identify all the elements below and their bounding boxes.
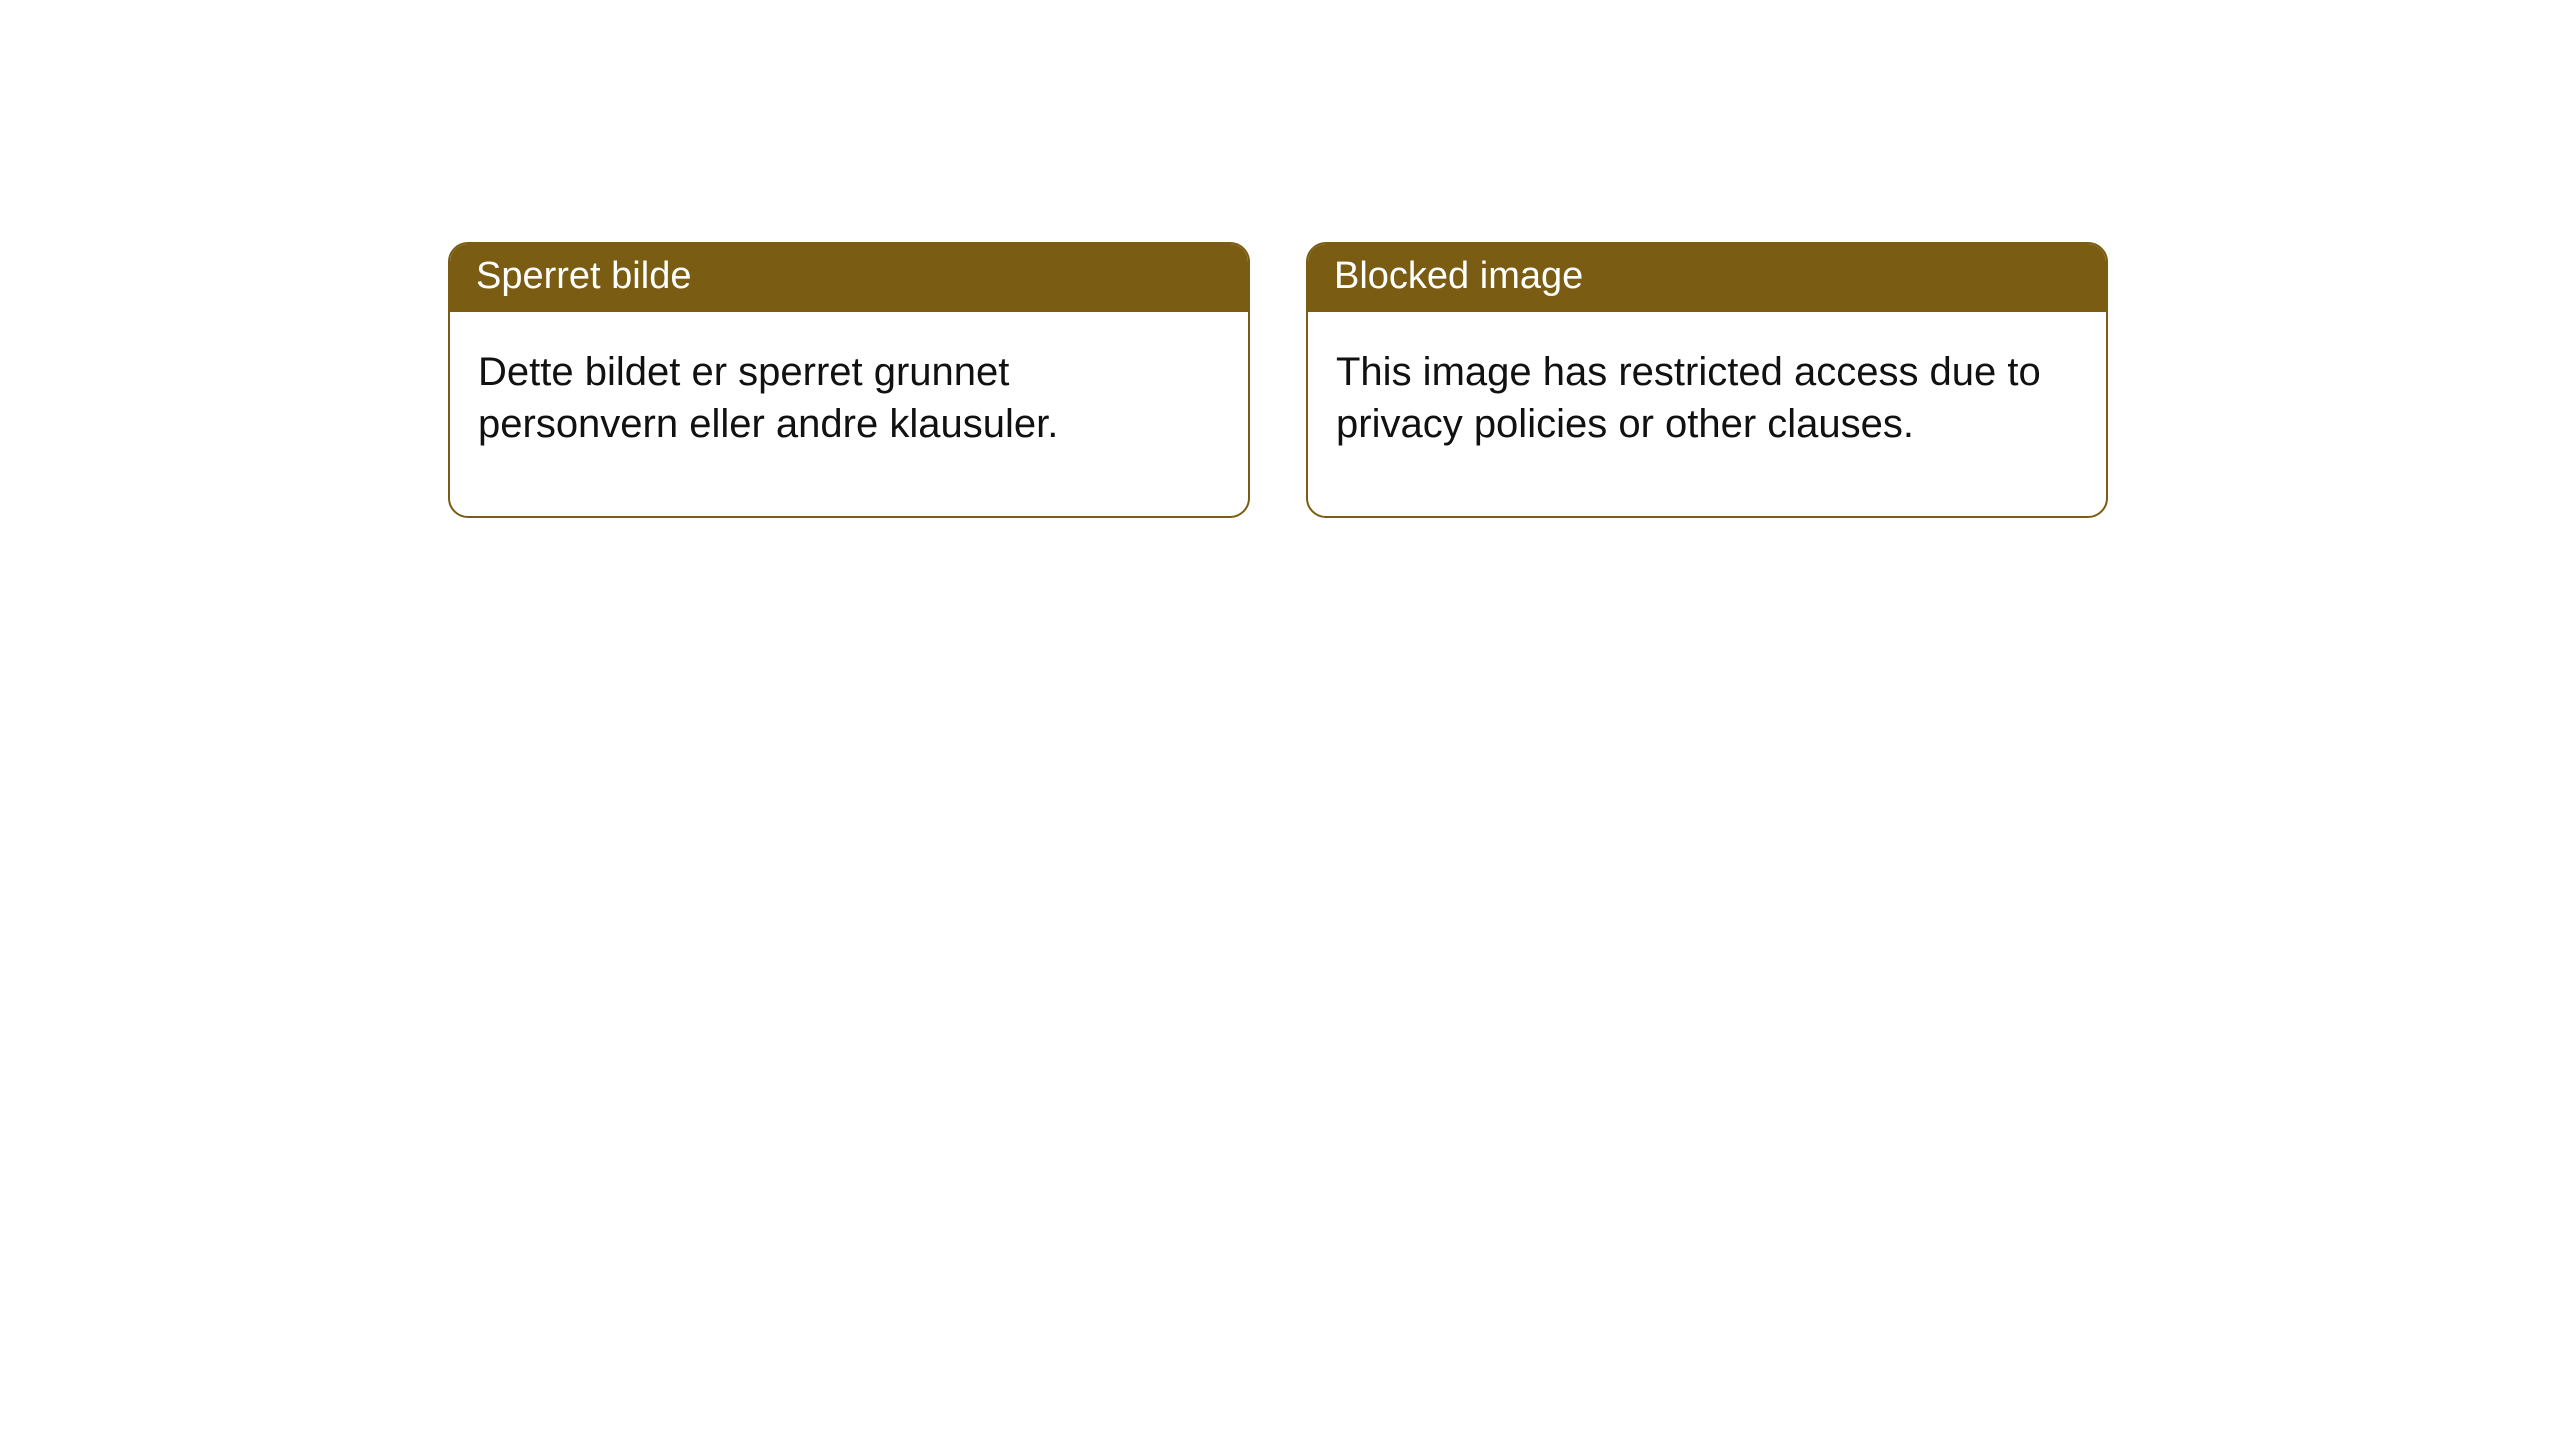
blocked-card-title-no: Sperret bilde	[450, 244, 1248, 312]
blocked-card-en: Blocked image This image has restricted …	[1306, 242, 2108, 518]
blocked-card-title-en: Blocked image	[1308, 244, 2106, 312]
blocked-image-notice-row: Sperret bilde Dette bildet er sperret gr…	[448, 242, 2108, 518]
blocked-card-body-no: Dette bildet er sperret grunnet personve…	[450, 312, 1248, 516]
blocked-card-body-en: This image has restricted access due to …	[1308, 312, 2106, 516]
blocked-card-no: Sperret bilde Dette bildet er sperret gr…	[448, 242, 1250, 518]
